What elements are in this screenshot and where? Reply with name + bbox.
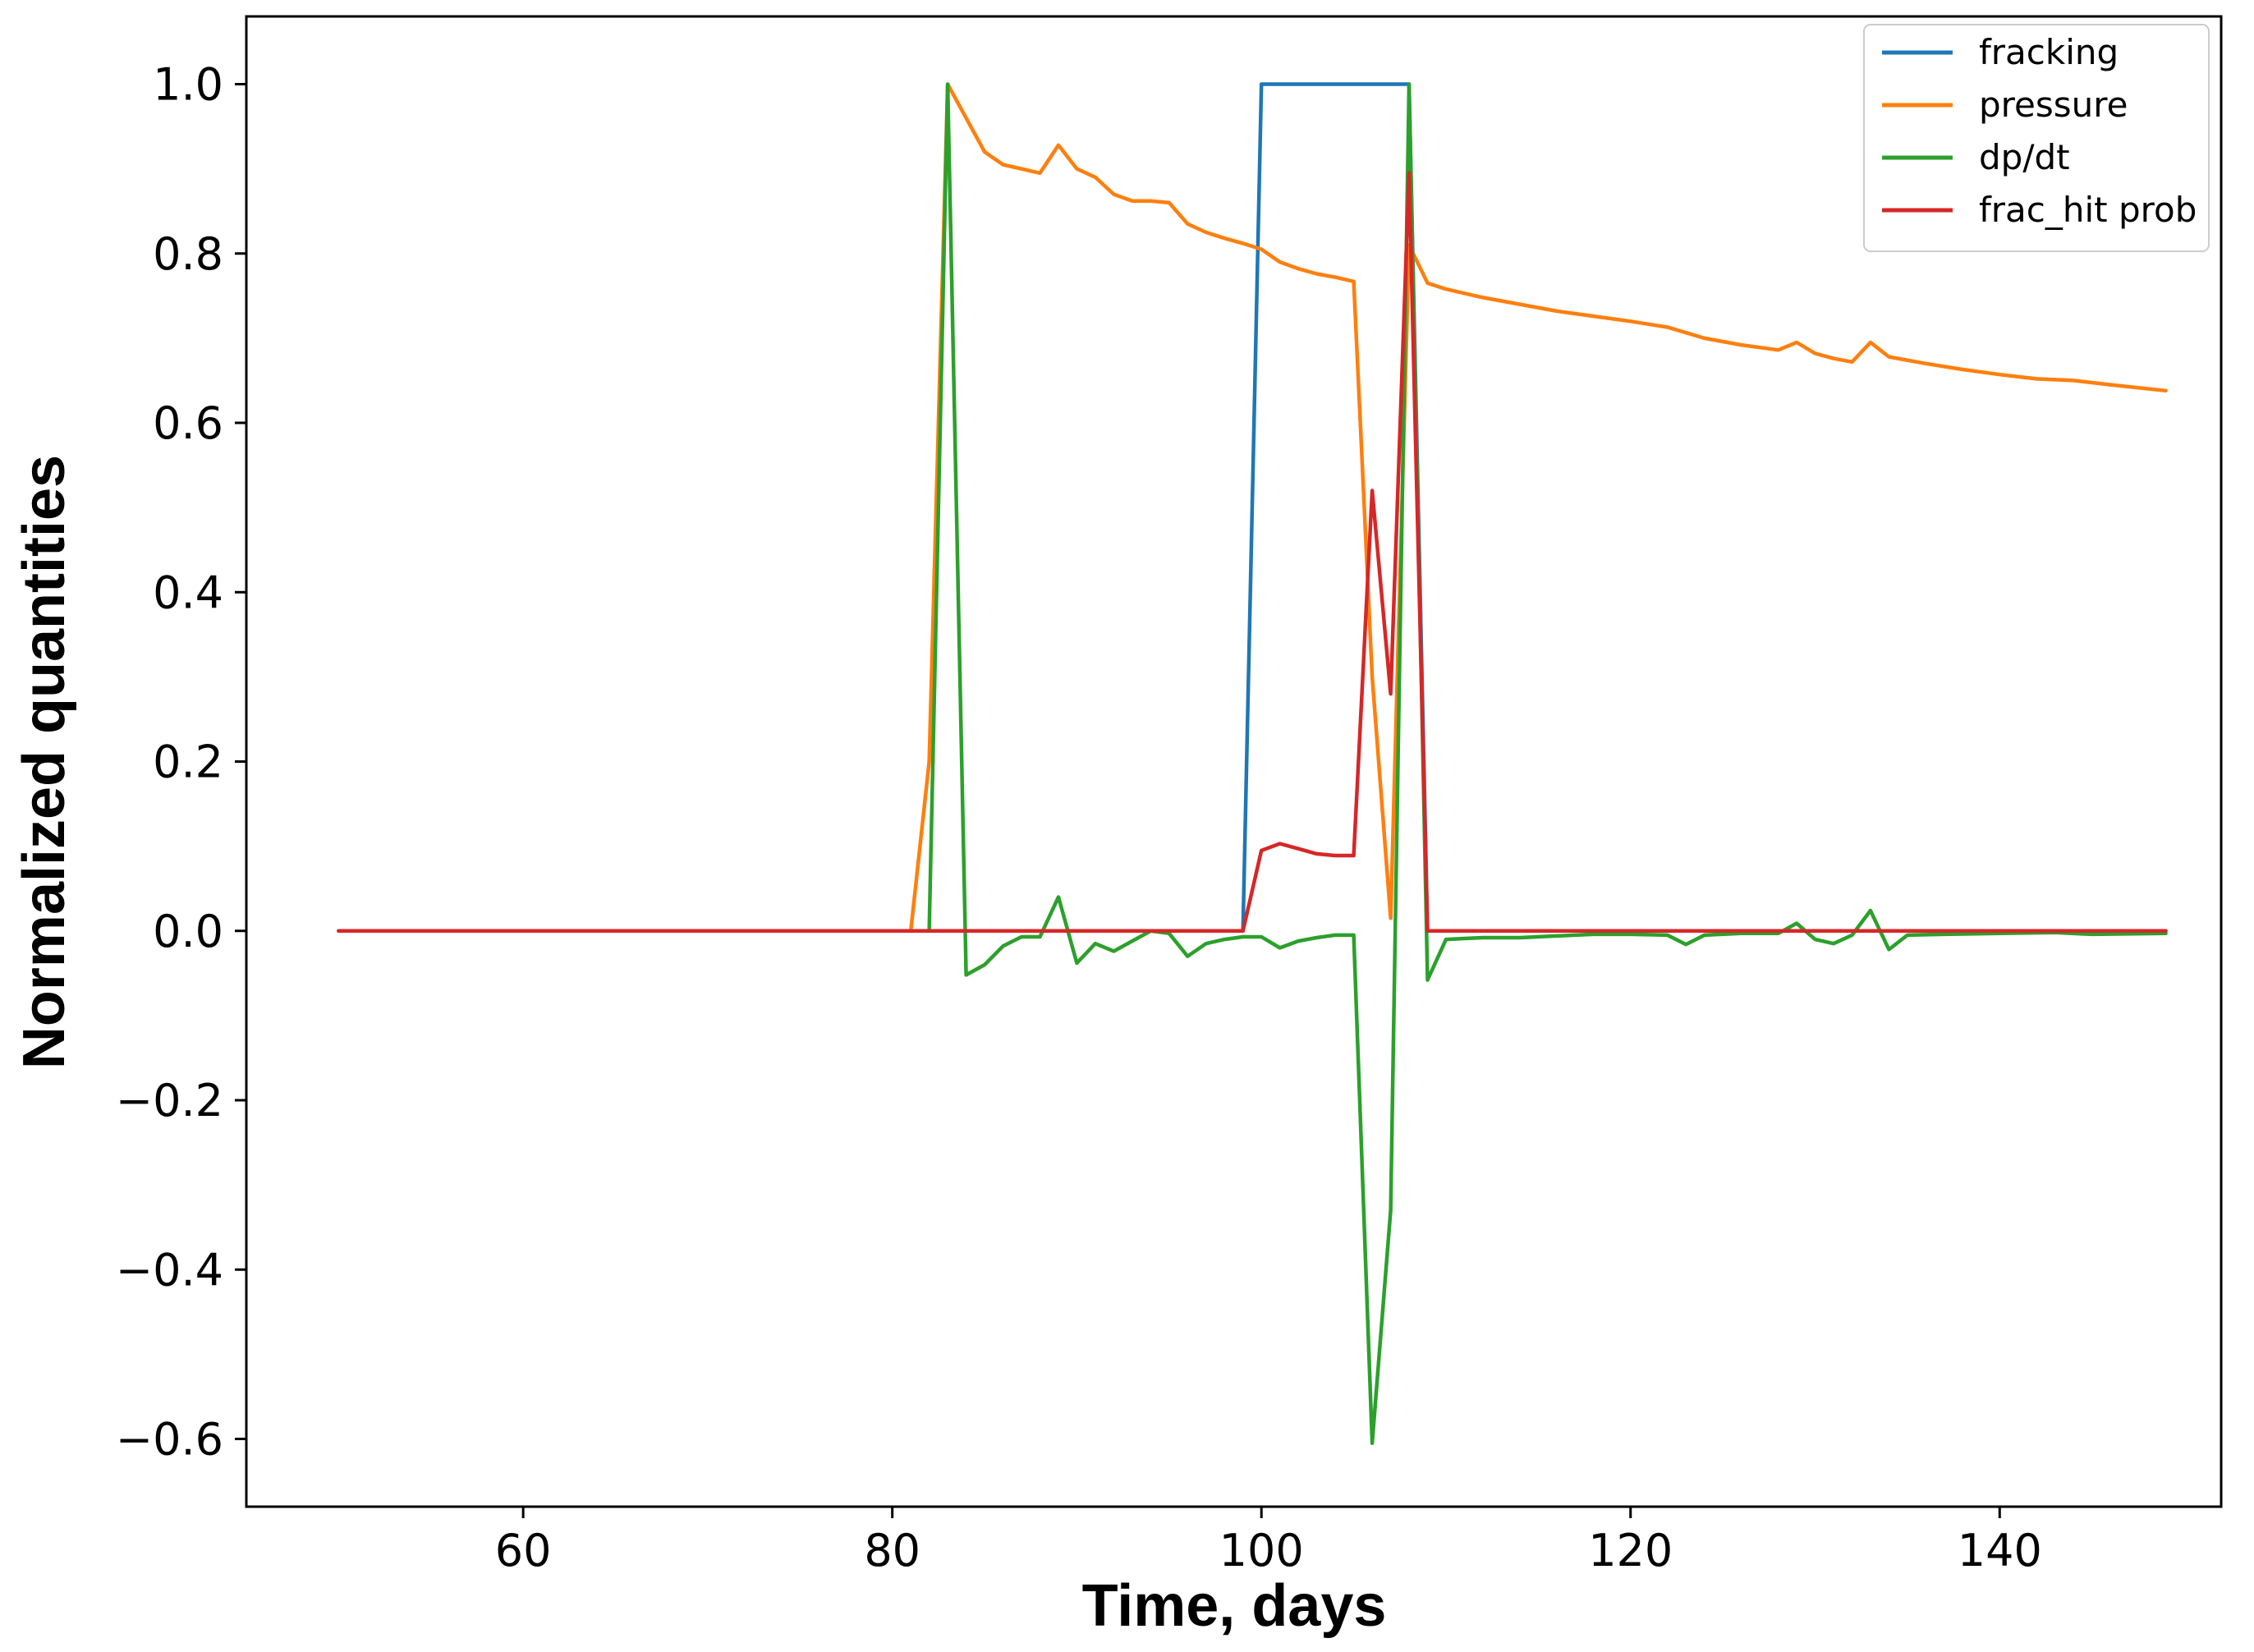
- series-line-dp-dt: [337, 82, 2168, 1445]
- legend: fracking pressure dp/dt frac_hit prob: [1863, 24, 2210, 252]
- y-tick-label: 0.4: [153, 567, 223, 618]
- legend-label: pressure: [1979, 85, 2128, 125]
- y-tick-label: 0.0: [153, 906, 223, 957]
- x-tick-label: 120: [1588, 1525, 1673, 1576]
- legend-label: frac_hit prob: [1979, 190, 2197, 230]
- y-axis-title: Normalized quantities: [11, 455, 77, 1069]
- x-tick-label: 140: [1958, 1525, 2042, 1576]
- x-tick-label: 80: [864, 1525, 920, 1576]
- y-tick-label: 0.2: [153, 737, 223, 788]
- y-tick-label: −0.4: [116, 1244, 223, 1296]
- y-tick-label: 1.0: [153, 59, 223, 111]
- y-tick-label: 0.6: [153, 397, 223, 449]
- x-tick-label: 100: [1219, 1525, 1304, 1576]
- axis-ticks: 60 80 100 120 140 −0.6 −0.4 −0.2 0.0 0.2 0.4 0.6 0.8…: [116, 59, 2042, 1577]
- legend-box: [1863, 24, 2210, 252]
- series-line-frac-hit-prob: [337, 171, 2168, 934]
- series-line-pressure: [337, 82, 2168, 934]
- y-tick-label: −0.6: [116, 1414, 223, 1466]
- legend-label: dp/dt: [1979, 137, 2070, 177]
- series-layer: [337, 82, 2168, 1445]
- y-tick-label: 0.8: [153, 228, 223, 280]
- legend-label: fracking: [1979, 32, 2119, 72]
- x-axis-title: Time, days: [1082, 1573, 1387, 1639]
- x-tick-label: 60: [495, 1525, 552, 1576]
- y-tick-label: −0.2: [116, 1075, 223, 1127]
